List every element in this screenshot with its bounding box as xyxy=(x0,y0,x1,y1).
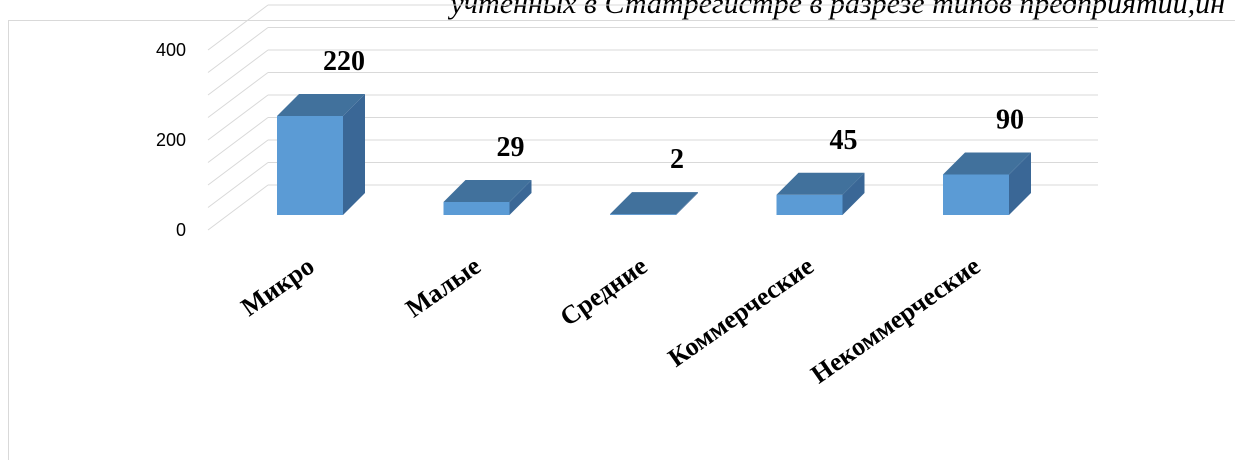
bar-side xyxy=(842,172,865,215)
bar-front xyxy=(277,116,343,215)
bar xyxy=(443,179,532,215)
bar xyxy=(943,152,1031,215)
y-tick-label: 400 xyxy=(156,40,186,60)
bar-top xyxy=(443,179,532,202)
bar-front xyxy=(610,214,676,215)
bar-top xyxy=(277,94,365,116)
bar xyxy=(776,172,865,215)
gridline-depth xyxy=(207,162,269,208)
category-label: Малые xyxy=(400,251,486,323)
bar-side xyxy=(343,94,365,215)
category-label: Коммерческие xyxy=(663,251,819,372)
bar-side xyxy=(676,192,698,215)
bar-front xyxy=(443,201,510,215)
x-axis: Микро Малые Средние КоммерческиеНекоммерчес… xyxy=(236,251,986,389)
data-label: 45 xyxy=(830,125,858,156)
gridline-depth xyxy=(207,184,269,231)
data-label: 29 xyxy=(497,132,525,163)
gridline-depth xyxy=(207,117,269,163)
bar-top xyxy=(610,192,698,215)
y-axis: 0 200 400 xyxy=(156,40,186,240)
chart-frame xyxy=(8,20,1235,460)
y-tick-label: 200 xyxy=(156,130,186,150)
bar xyxy=(610,192,698,215)
category-label: Микро xyxy=(236,251,320,322)
bar-top xyxy=(943,152,1031,175)
gridline-depth xyxy=(207,94,269,141)
data-label: 220 xyxy=(323,46,365,77)
data-label: 90 xyxy=(996,105,1024,136)
gridline-depth xyxy=(207,4,269,51)
data-label: 2 xyxy=(670,144,684,175)
y-tick-label: 0 xyxy=(176,220,186,240)
bar-front xyxy=(943,174,1009,215)
bar-front xyxy=(776,194,843,215)
gridline-depth xyxy=(207,72,269,118)
bar-side xyxy=(1009,152,1031,215)
gridline-depth xyxy=(207,139,269,186)
bars xyxy=(277,94,1031,215)
category-label: Средние xyxy=(555,251,653,332)
data-labels: 220 29 2 45 90 xyxy=(323,46,1024,175)
gridline-depth xyxy=(207,49,269,96)
bar xyxy=(277,94,365,215)
bar-top xyxy=(776,172,865,195)
bar-side xyxy=(509,179,532,215)
category-label: Некоммерческие xyxy=(806,251,986,389)
gridline-depth xyxy=(207,27,269,73)
